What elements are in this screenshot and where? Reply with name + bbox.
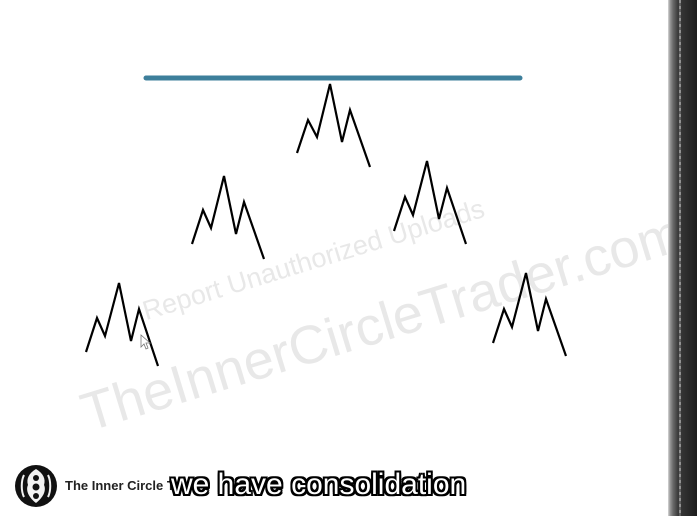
subtitle-caption: we have consolidation xyxy=(171,468,467,501)
consolidation-diagram xyxy=(84,75,568,367)
swing-pattern-top xyxy=(295,83,372,168)
swing-pattern-mid-left xyxy=(190,175,266,260)
ict-emblem-icon xyxy=(15,465,57,507)
slide-border-edge xyxy=(668,0,697,516)
brand-name: The Inner Circle Trader xyxy=(65,478,183,493)
swing-pattern-low-right xyxy=(491,272,568,357)
swing-pattern-low-left xyxy=(84,282,160,367)
mouse-cursor-icon xyxy=(140,334,152,350)
slide-canvas: Report Unauthorized Uploads TheInnerCirc… xyxy=(15,75,668,507)
swing-pattern-mid-right xyxy=(392,160,468,245)
